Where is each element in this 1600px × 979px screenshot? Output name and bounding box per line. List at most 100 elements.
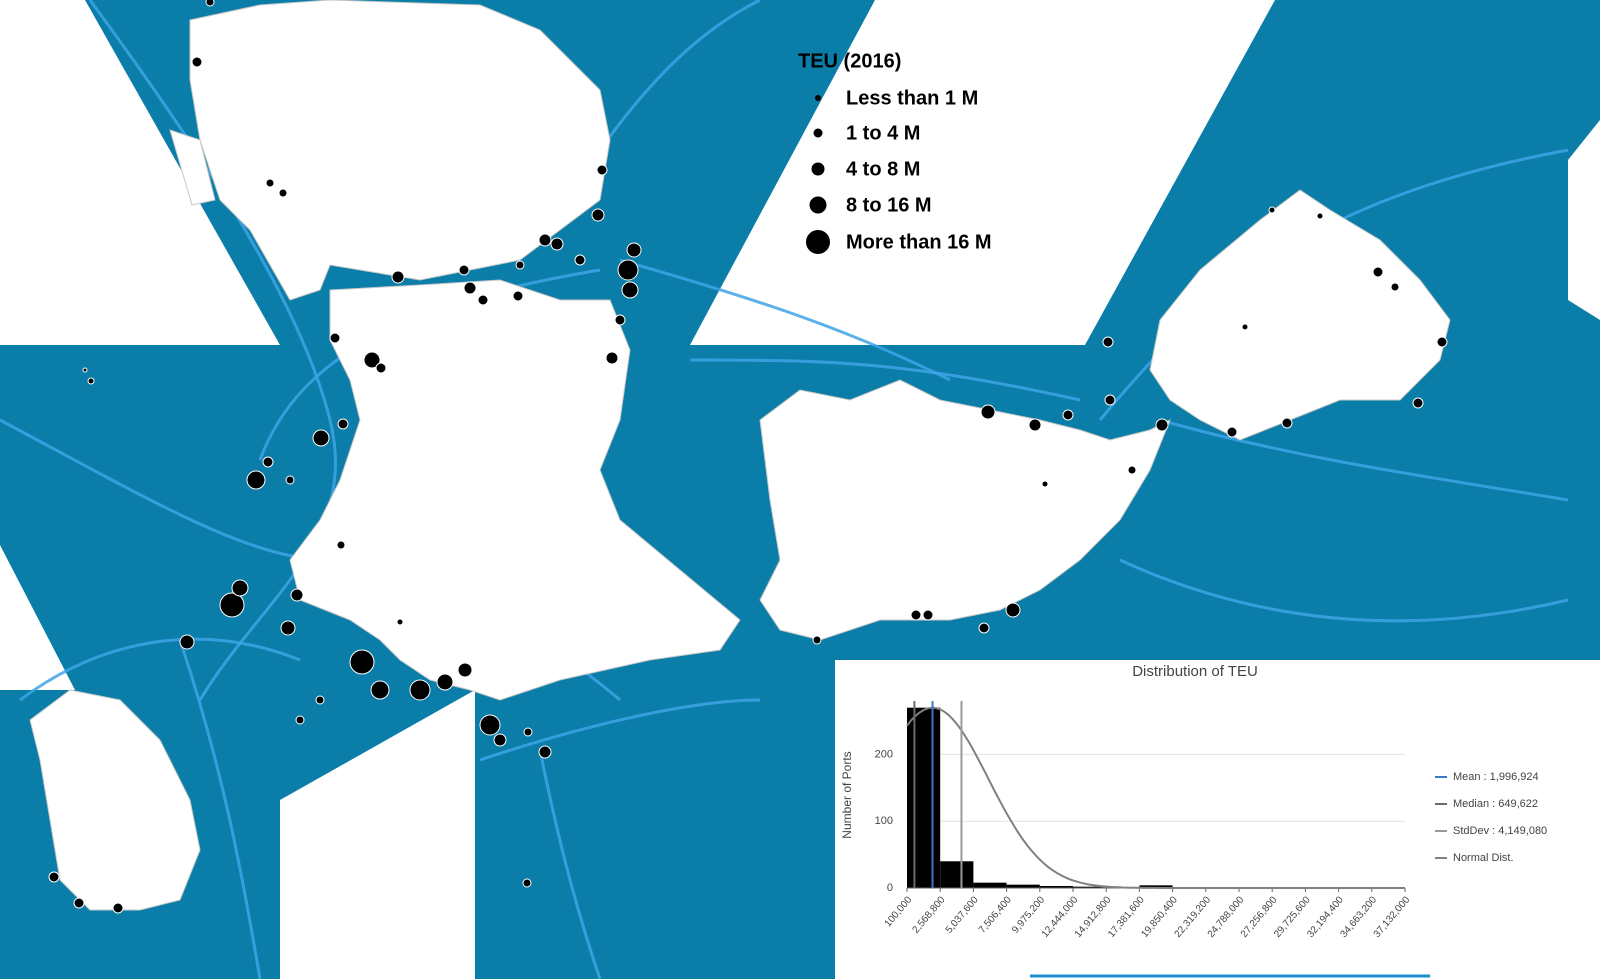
port-marker — [479, 714, 501, 736]
histogram-bar — [1139, 885, 1173, 888]
port-marker — [48, 871, 60, 883]
legend-label: Mean : 1,996,924 — [1453, 771, 1539, 783]
port-marker — [550, 237, 564, 251]
port-marker — [285, 475, 295, 485]
legend-label: More than 16 M — [846, 231, 992, 253]
port-marker — [812, 635, 822, 645]
port-marker — [512, 290, 524, 302]
port-marker — [219, 592, 245, 618]
histogram-panel: Distribution of TEU Number of Ports 0 100… — [835, 660, 1600, 979]
port-marker — [1155, 418, 1169, 432]
port-marker — [179, 634, 195, 650]
legend-symbol — [815, 95, 821, 101]
panel-background — [835, 660, 1600, 979]
port-markers — [48, 0, 1448, 914]
port-marker — [409, 679, 431, 701]
port-marker — [391, 270, 405, 284]
port-marker — [1412, 397, 1424, 409]
legend-label: 1 to 4 M — [846, 122, 920, 144]
port-marker — [112, 902, 124, 914]
histogram-bar — [907, 707, 941, 888]
histogram-bar — [1006, 884, 1040, 888]
histogram-bar — [940, 861, 974, 888]
port-marker — [522, 878, 532, 888]
legend-label: Less than 1 M — [846, 87, 978, 109]
histogram-bar — [1039, 885, 1073, 888]
landmasses — [29, 0, 1451, 911]
port-marker — [329, 332, 341, 344]
port-marker — [1041, 480, 1049, 488]
legend-symbol — [806, 230, 830, 254]
port-marker — [493, 733, 507, 747]
port-marker — [523, 727, 533, 737]
port-marker — [336, 540, 346, 550]
port-marker — [290, 588, 304, 602]
port-marker — [1226, 426, 1238, 438]
port-marker — [278, 188, 288, 198]
port-marker — [1104, 394, 1116, 406]
y-axis-label: Number of Ports — [840, 751, 854, 838]
port-marker — [538, 233, 552, 247]
port-marker — [978, 622, 990, 634]
port-marker — [312, 429, 330, 447]
map-legend: TEU (2016) Less than 1 M 1 to 4 M 4 to 8… — [798, 50, 992, 254]
port-marker — [515, 260, 525, 270]
legend-symbol — [813, 128, 823, 138]
port-marker — [191, 56, 203, 68]
port-marker — [1436, 336, 1448, 348]
port-marker — [262, 456, 274, 468]
port-marker — [1268, 206, 1276, 214]
port-marker — [436, 673, 454, 691]
y-tick-label: 200 — [875, 748, 893, 760]
chart-title: Distribution of TEU — [1132, 663, 1258, 680]
port-marker — [458, 264, 470, 276]
port-marker — [280, 620, 296, 636]
y-tick-label: 0 — [887, 882, 893, 894]
port-marker — [396, 618, 404, 626]
port-marker — [621, 281, 639, 299]
port-marker — [910, 609, 922, 621]
port-marker — [596, 164, 608, 176]
port-marker — [349, 649, 375, 675]
port-marker — [1102, 336, 1114, 348]
port-marker — [82, 367, 88, 373]
port-marker — [370, 680, 390, 700]
legend-label: Median : 649,622 — [1453, 798, 1538, 810]
port-marker — [1241, 323, 1249, 331]
port-marker — [265, 178, 275, 188]
port-marker — [73, 897, 85, 909]
port-marker — [922, 609, 934, 621]
y-tick-label: 100 — [875, 815, 893, 827]
port-marker — [363, 351, 381, 369]
legend-title: TEU (2016) — [798, 50, 901, 72]
port-marker — [626, 242, 642, 258]
port-marker — [1316, 212, 1324, 220]
port-marker — [87, 377, 95, 385]
port-marker — [1005, 602, 1021, 618]
port-marker — [1372, 266, 1384, 278]
port-marker — [1028, 418, 1042, 432]
port-marker — [205, 0, 215, 7]
port-marker — [538, 745, 552, 759]
port-marker — [1127, 465, 1137, 475]
port-marker — [574, 254, 586, 266]
port-marker — [477, 294, 489, 306]
port-marker — [980, 404, 996, 420]
port-marker — [1281, 417, 1293, 429]
legend-symbol — [809, 196, 827, 214]
port-marker — [337, 418, 349, 430]
legend-label: Normal Dist. — [1453, 852, 1514, 864]
legend-label: 8 to 16 M — [846, 194, 932, 216]
legend-label: 4 to 8 M — [846, 158, 920, 180]
port-marker — [1062, 409, 1074, 421]
port-marker — [617, 259, 639, 281]
port-marker — [315, 695, 325, 705]
port-marker — [605, 351, 619, 365]
port-marker — [614, 314, 626, 326]
legend-symbol — [811, 162, 825, 176]
port-marker — [295, 715, 305, 725]
port-marker — [457, 662, 473, 678]
port-marker — [231, 579, 249, 597]
port-marker — [246, 470, 266, 490]
